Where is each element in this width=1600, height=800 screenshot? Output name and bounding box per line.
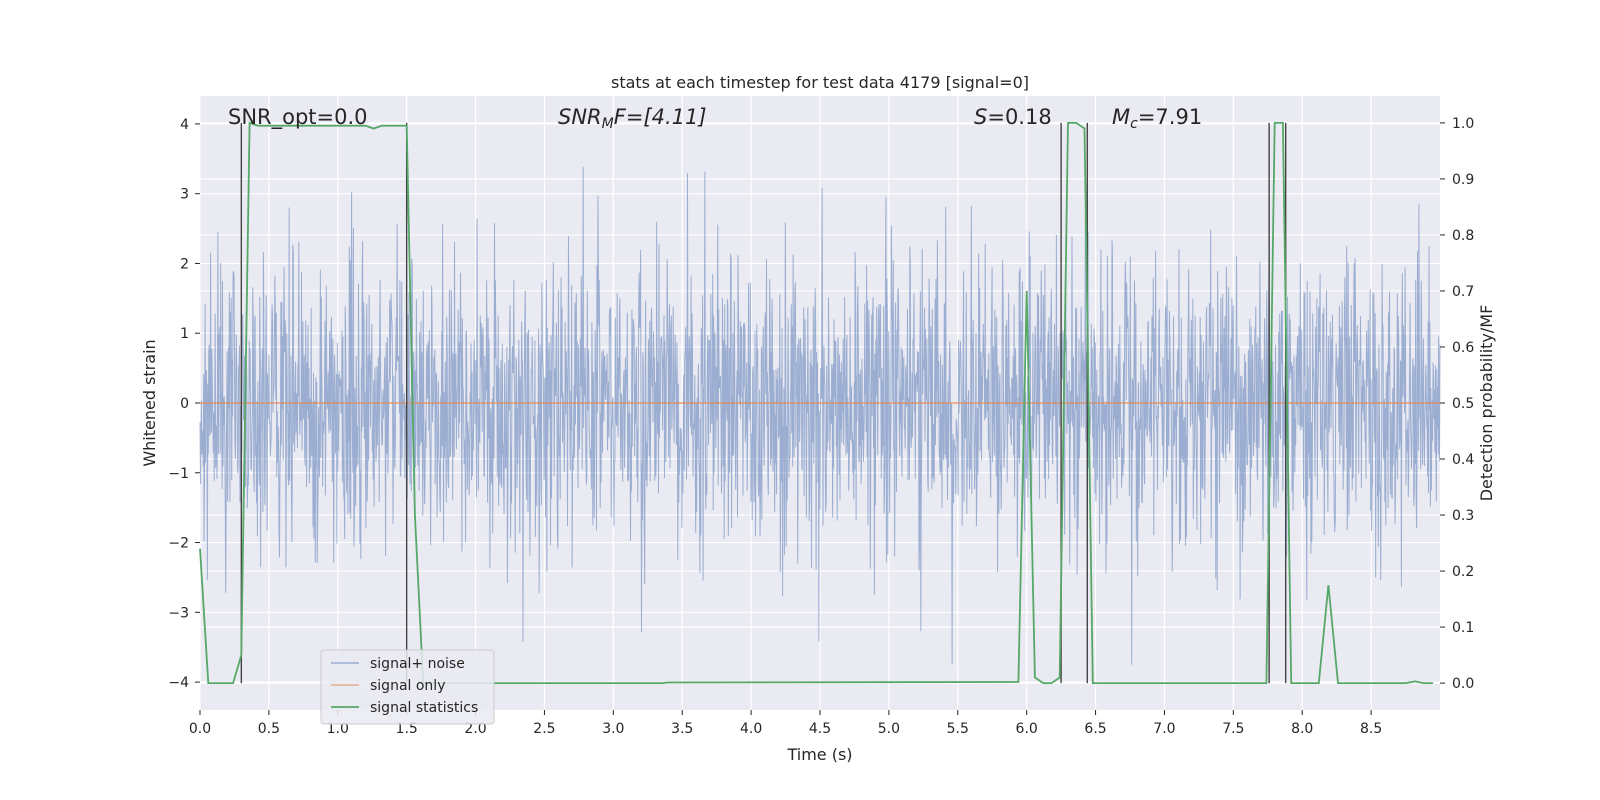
y-right-tick-label-1: 0.1 [1452,620,1474,636]
x-tick-label-0: 0.0 [189,721,211,737]
y-right-tick-label-10: 1.0 [1452,116,1474,132]
x-tick-label-10: 5.0 [878,721,900,737]
y-axis-right-ticks: 0.0 0.1 0.2 0.3 0.4 0.5 0.6 0.7 0.8 0.9 1.0 [1440,116,1474,692]
y-axis-label-right: Detection probability/MF [1477,305,1496,502]
chart-title: stats at each timestep for test data 417… [611,73,1029,92]
annotation-mc-subscript: c [1130,116,1138,132]
x-tick-label-14: 7.0 [1153,721,1175,737]
y-right-tick-label-3: 0.3 [1452,508,1474,524]
x-tick-label-4: 2.0 [464,721,486,737]
legend-entry-signal-only: signal only [370,678,445,694]
signal-statistics-series [199,121,1434,684]
y-axis-label-left: Whitened strain [140,339,159,466]
annotation-snr-mf-symbol: SNR [558,105,602,129]
y-right-tick-label-6: 0.6 [1452,340,1474,356]
x-tick-label-5: 2.5 [533,721,555,737]
annotation-snr-mf-subscript: M [602,116,614,132]
legend: signal+ noise signal only signal statist… [320,649,495,725]
x-tick-label-16: 8.0 [1291,721,1313,737]
y-tick-label-3: −1 [168,466,189,482]
y-right-tick-label-9: 0.9 [1452,172,1474,188]
y-axis-left-ticks: −4 −3 −2 −1 0 1 2 3 4 [168,117,200,691]
annotation-mc-value: =7.91 [1138,105,1202,129]
x-tick-label-13: 6.5 [1084,721,1106,737]
y-right-tick-label-0: 0.0 [1452,676,1474,692]
annotation-snr-mf-value: F=[4.11] [614,105,707,129]
y-tick-label-8: 4 [180,117,189,133]
annotation-s: S=0.18 [974,105,1052,129]
x-tick-label-12: 6.0 [1016,721,1038,737]
y-tick-label-0: −4 [168,675,189,691]
y-tick-label-7: 3 [180,187,189,203]
legend-box [320,649,495,725]
annotation-snr-opt: SNR_opt=0.0 [228,105,368,130]
x-tick-label-17: 8.5 [1360,721,1382,737]
y-right-tick-label-7: 0.7 [1452,284,1474,300]
legend-entry-signal-statistics: signal statistics [370,700,478,716]
x-tick-label-11: 5.5 [947,721,969,737]
y-right-tick-label-2: 0.2 [1452,564,1474,580]
x-tick-label-7: 3.5 [671,721,693,737]
y-tick-label-5: 1 [180,326,189,342]
annotation-snr-mf: SNRMF=[4.11] [558,105,707,132]
annotation-s-symbol: S [974,105,987,129]
legend-entry-signal-noise: signal+ noise [370,656,465,672]
x-tick-label-9: 4.5 [809,721,831,737]
annotation-mc: Mc=7.91 [1112,105,1202,132]
x-tick-label-2: 1.0 [327,721,349,737]
annotation-s-value: =0.18 [987,105,1051,129]
y-tick-label-4: 0 [180,396,189,412]
x-axis-ticks: 0.0 0.5 1.0 1.5 2.0 2.5 3.0 3.5 4.0 4.5 5.0 5.5 6.0 6… [189,710,1382,737]
y-right-tick-label-4: 0.4 [1452,452,1474,468]
y-right-tick-label-8: 0.8 [1452,228,1474,244]
x-tick-label-15: 7.5 [1222,721,1244,737]
annotation-mc-symbol: M [1112,105,1130,129]
y-tick-label-2: −2 [168,536,189,552]
y-tick-label-1: −3 [168,605,189,621]
x-tick-label-3: 1.5 [396,721,418,737]
x-tick-label-6: 3.0 [602,721,624,737]
x-axis-label: Time (s) [786,745,852,764]
x-tick-label-8: 4.0 [740,721,762,737]
signal-statistics-line [199,121,1434,684]
y-right-tick-label-5: 0.5 [1452,396,1474,412]
y-tick-label-6: 2 [180,256,189,272]
x-tick-label-1: 0.5 [258,721,280,737]
